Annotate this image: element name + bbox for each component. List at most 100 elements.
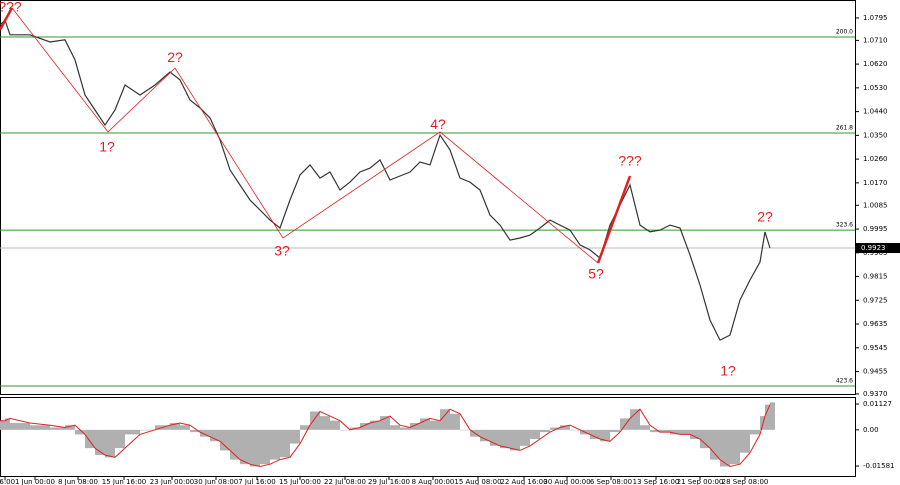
histogram-bar [125,429,140,435]
x-tick-label: 13 Sep 16:00 [633,478,680,485]
y-tick-label: 1.0440 [863,108,888,116]
x-tick-label: 21 Sep 00:00 [677,478,724,485]
current-price-box [856,243,900,254]
x-tick-label: 16:00 [0,478,15,485]
histogram-bar [290,429,300,444]
x-tick-label: 29 Jul 16:00 [368,478,410,485]
y-tick-label: 0.01127 [863,400,892,408]
y-tick-label: 1.0710 [863,36,888,44]
histogram-bar [310,411,320,430]
fib-label: 423.6 [836,378,853,385]
histogram-bar [550,427,560,430]
y-tick-label: 1.0530 [863,84,888,92]
histogram-bar [620,418,630,430]
histogram-bar [770,402,775,430]
histogram-bar [510,429,520,451]
histogram-bar [730,429,740,465]
histogram-bar [5,418,10,430]
histogram-bar [540,429,550,433]
x-tick-label: 28 Sep 08:00 [722,478,769,485]
histogram-bar [240,429,250,465]
histogram-bar [85,429,95,449]
x-tick-label: 7 Jul 16:00 [238,478,276,485]
histogram-bar [765,404,770,430]
histogram-bar [650,429,660,433]
y-tick-label: 1.0620 [863,60,888,68]
histogram-bar [600,429,610,442]
histogram-bar [105,429,115,458]
x-tick-label: 6 Sep 08:00 [590,478,632,485]
x-tick-label: 8 Aug 00:00 [412,478,455,485]
histogram-bar [660,429,670,433]
x-tick-label: 8 Jun 08:00 [58,478,98,485]
histogram-bar [180,425,190,430]
wave-label: ??? [0,0,22,15]
wave-label: 1? [99,139,115,155]
histogram-bar [210,429,220,442]
histogram-bar [560,425,570,430]
histogram-bar [570,429,580,431]
histogram-bar [500,429,510,449]
histogram-bar [640,425,650,430]
histogram-bar [260,429,270,465]
histogram-bar [30,425,50,430]
oscillator-frame [0,397,856,477]
y-tick-label: 0.9635 [863,320,888,328]
histogram-bar [0,420,5,430]
histogram-bar [140,429,155,431]
histogram-bar [670,429,680,435]
histogram-bar [410,422,420,430]
histogram-bar [490,429,500,446]
histogram-bar [330,420,340,430]
histogram-bar [610,429,620,433]
y-tick-label: -0.01581 [863,462,894,470]
fib-label: 323.6 [836,222,853,229]
histogram-bar [480,429,490,442]
histogram-bar [530,429,540,439]
histogram-bar [520,429,530,446]
y-tick-label: 1.0350 [863,131,888,139]
histogram-bar [430,420,440,430]
x-tick-label: 30 Aug 00:00 [543,478,590,485]
histogram-bar [680,429,690,435]
y-tick-label: 1.0085 [863,201,888,209]
wave-label: 2? [757,209,773,225]
histogram-bar [740,429,750,453]
histogram-bar [440,409,450,430]
y-tick-label: 0.9995 [863,225,888,233]
histogram-bar [400,427,410,430]
histogram-bar [460,429,470,431]
x-tick-label: 22 Aug 16:00 [500,478,547,485]
histogram-bar [115,429,125,449]
x-tick-label: 1 Jun 00:00 [15,478,55,485]
histogram-bar [250,429,260,467]
wave-impulse [0,7,14,31]
x-tick-label: 22 Jul 08:00 [324,478,366,485]
histogram-bar [50,427,65,430]
x-tick-label: 15 Aug 08:00 [454,478,501,485]
histogram-bar [95,429,105,456]
histogram-bar [370,420,380,430]
wave-zigzag [11,7,599,264]
histogram-bar [340,429,350,431]
histogram-bar [220,429,230,451]
wave-label: 1? [720,363,736,379]
histogram-bar [280,429,290,458]
histogram-bar [390,425,400,430]
y-tick-label: 0.9455 [863,368,888,376]
histogram-bar [760,416,765,430]
histogram-bar [690,429,700,439]
y-tick-label: 0.9370 [863,390,888,398]
histogram-bar [230,429,240,460]
histogram-bar [190,429,200,433]
histogram-bar [720,429,730,467]
histogram-bar [750,429,760,435]
signal-line [0,404,771,468]
fib-label: 261.8 [836,124,853,131]
price-line [0,18,771,341]
histogram-bar [630,409,640,430]
y-tick-label: 1.0170 [863,179,888,187]
histogram-bar [65,425,75,430]
wave-label: ??? [618,153,642,169]
